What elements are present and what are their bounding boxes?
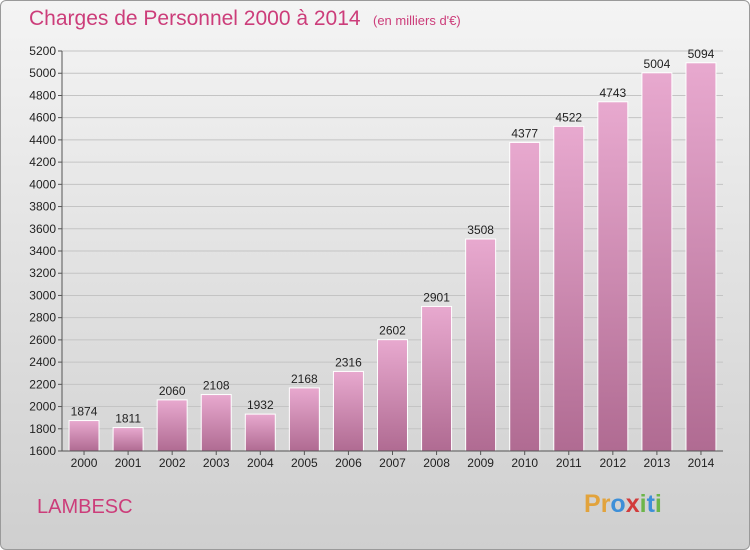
- x-tick-label: 2012: [599, 456, 626, 470]
- bar-value-label: 3508: [467, 223, 494, 237]
- bar-value-label: 4522: [555, 110, 582, 124]
- x-tick-label: 2005: [291, 456, 318, 470]
- axes: 1600 1800 2000 2200 2400 2600 2800 3000 3200 3400…: [29, 44, 723, 470]
- y-tick-label: 3800: [29, 200, 56, 214]
- x-tick-label: 2008: [423, 456, 450, 470]
- bar-value-label: 4377: [511, 126, 538, 140]
- bar-value-label: 1874: [71, 405, 98, 419]
- x-tick-label: 2013: [644, 456, 671, 470]
- y-tick-label: 4400: [29, 133, 56, 147]
- y-tick-label: 2400: [29, 355, 56, 369]
- proxiti-logo[interactable]: Proxiti: [584, 490, 662, 519]
- bar: [112, 427, 144, 452]
- bar-value-label: 2060: [159, 384, 186, 398]
- x-tick-label: 2006: [335, 456, 362, 470]
- bar-value-label: 2901: [423, 290, 450, 304]
- y-tick-label: 2600: [29, 333, 56, 347]
- logo-letter: i: [654, 490, 662, 518]
- bar: [685, 62, 717, 452]
- bar: [641, 72, 673, 452]
- x-tick-label: 2009: [467, 456, 494, 470]
- y-tick-label: 3200: [29, 266, 56, 280]
- bar-value-label: 5004: [644, 57, 671, 71]
- bar: [509, 141, 541, 452]
- bar: [332, 370, 364, 452]
- x-tick-label: 2004: [247, 456, 274, 470]
- bar-value-label: 2108: [203, 379, 230, 393]
- x-tick-label: 2010: [511, 456, 538, 470]
- x-tick-label: 2007: [379, 456, 406, 470]
- bar: [377, 339, 408, 452]
- y-tick-label: 1600: [29, 444, 56, 458]
- chart-subtitle: (en milliers d'€): [373, 13, 461, 28]
- y-tick-label: 3000: [29, 288, 56, 302]
- x-tick-label: 2000: [71, 456, 98, 470]
- bar: [156, 399, 188, 452]
- bar-value-label: 2602: [379, 324, 406, 338]
- y-tick-label: 2800: [29, 311, 56, 325]
- bar: [421, 305, 453, 452]
- bar-value-label: 4743: [599, 86, 626, 100]
- y-tick-label: 3400: [29, 244, 56, 258]
- bar: [597, 101, 629, 452]
- commune-name: LAMBESC: [37, 496, 133, 518]
- y-tick-label: 4000: [29, 177, 56, 191]
- logo-letter: o: [610, 490, 626, 518]
- bar-value-label: 2168: [291, 372, 318, 386]
- bar: [68, 420, 100, 452]
- y-tick-label: 2000: [29, 400, 56, 414]
- x-tick-label: 2002: [159, 456, 186, 470]
- logo-letter: i: [639, 490, 647, 518]
- x-tick-label: 2011: [556, 456, 582, 470]
- logo-letter: P: [584, 490, 601, 518]
- bar: [200, 394, 232, 452]
- bar-value-label: 1811: [115, 412, 141, 426]
- bar: [288, 387, 320, 452]
- x-tick-label: 2003: [203, 456, 230, 470]
- x-tick-label: 2001: [115, 456, 142, 470]
- bar: [244, 413, 276, 452]
- y-tick-label: 5200: [29, 44, 56, 58]
- bar-value-label: 5094: [688, 47, 715, 61]
- bar: [553, 125, 585, 452]
- logo-letter: x: [625, 490, 640, 518]
- logo-letter: r: [600, 490, 611, 518]
- chart-title: Charges de Personnel 2000 à 2014: [29, 7, 361, 30]
- bar-value-label: 2316: [335, 355, 362, 369]
- y-tick-label: 4800: [29, 88, 56, 102]
- y-tick-label: 5000: [29, 66, 56, 80]
- bar-value-label: 1932: [247, 398, 274, 412]
- logo-letter: t: [646, 490, 655, 518]
- x-tick-label: 2014: [688, 456, 715, 470]
- bars: 1874 1811 2060 2108 1932 2168 2316 2602 2901 3508…: [68, 47, 717, 452]
- y-tick-label: 1800: [29, 422, 56, 436]
- y-tick-label: 2200: [29, 377, 56, 391]
- y-tick-label: 4200: [29, 155, 56, 169]
- bar: [465, 238, 497, 452]
- y-tick-label: 3600: [29, 222, 56, 236]
- y-tick-label: 4600: [29, 111, 56, 125]
